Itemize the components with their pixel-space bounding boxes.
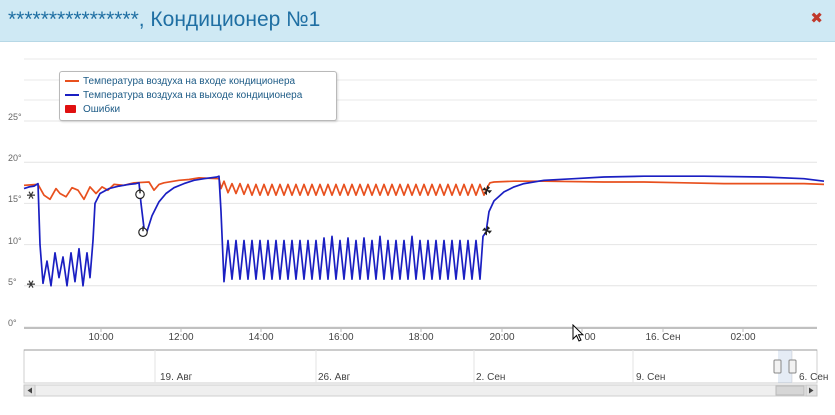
y-tick: 20°	[8, 153, 22, 163]
snowflake-icon[interactable]	[27, 191, 35, 199]
y-tick: 5°	[8, 277, 17, 287]
scroll-right-arrow	[809, 387, 814, 394]
y-tick: 15°	[8, 194, 22, 204]
legend-item-outlet[interactable]: Температура воздуха на выходе кондиционе…	[65, 90, 302, 104]
fan-icon[interactable]	[482, 185, 492, 196]
navigator-right-handle	[788, 359, 797, 374]
window-title: ****************, Кондиционер №1	[8, 8, 321, 31]
chart-legend: Температура воздуха на входе кондиционер…	[59, 71, 337, 121]
navigator-left-handle	[773, 359, 782, 374]
legend-swatch-errors	[65, 105, 76, 114]
mouse-cursor-icon	[572, 324, 584, 342]
window-header: ****************, Кондиционер №1 ✖	[0, 0, 835, 42]
navigator-label: 19. Авг	[160, 372, 193, 383]
x-tick: 10:00	[88, 332, 114, 343]
series-line-inlet	[23, 177, 825, 201]
power-icon[interactable]	[135, 188, 145, 200]
legend-item-errors[interactable]: Ошибки	[65, 104, 120, 118]
navigator-label: 9. Сен	[636, 372, 666, 383]
x-tick: 14:00	[248, 332, 274, 343]
legend-label-inlet: Температура воздуха на входе кондиционер…	[83, 76, 296, 87]
snowflake-icon[interactable]	[27, 280, 35, 288]
fan-icon[interactable]	[482, 225, 492, 236]
scrollbar-track	[23, 384, 818, 397]
x-tick: 16:00	[328, 332, 354, 343]
scroll-left-arrow	[27, 387, 32, 394]
legend-item-inlet[interactable]: Температура воздуха на входе кондиционер…	[65, 76, 295, 90]
close-icon[interactable]: ✖	[810, 10, 823, 27]
legend-label-outlet: Температура воздуха на выходе кондиционе…	[83, 90, 303, 101]
navigator-label: 6. Сен	[799, 372, 829, 383]
series-line-outlet	[23, 175, 825, 287]
y-tick: 0°	[8, 318, 17, 328]
x-tick: 20:00	[489, 332, 515, 343]
y-tick: 25°	[8, 112, 22, 122]
power-icon[interactable]	[138, 226, 148, 238]
navigator-label: 2. Сен	[476, 372, 506, 383]
x-tick: 02:00	[730, 332, 756, 343]
x-tick: 18:00	[408, 332, 434, 343]
legend-swatch-outlet	[65, 94, 79, 97]
x-tick: 12:00	[168, 332, 194, 343]
x-tick: 00	[584, 332, 596, 343]
navigator-selection	[778, 350, 792, 383]
y-tick: 10°	[8, 236, 22, 246]
scrollbar-thumb	[775, 385, 805, 396]
x-tick: 16. Сен	[645, 332, 681, 343]
navigator-panel	[23, 349, 818, 384]
legend-label-errors: Ошибки	[83, 104, 121, 115]
navigator-label: 26. Авг	[318, 372, 351, 383]
legend-swatch-inlet	[65, 80, 79, 83]
